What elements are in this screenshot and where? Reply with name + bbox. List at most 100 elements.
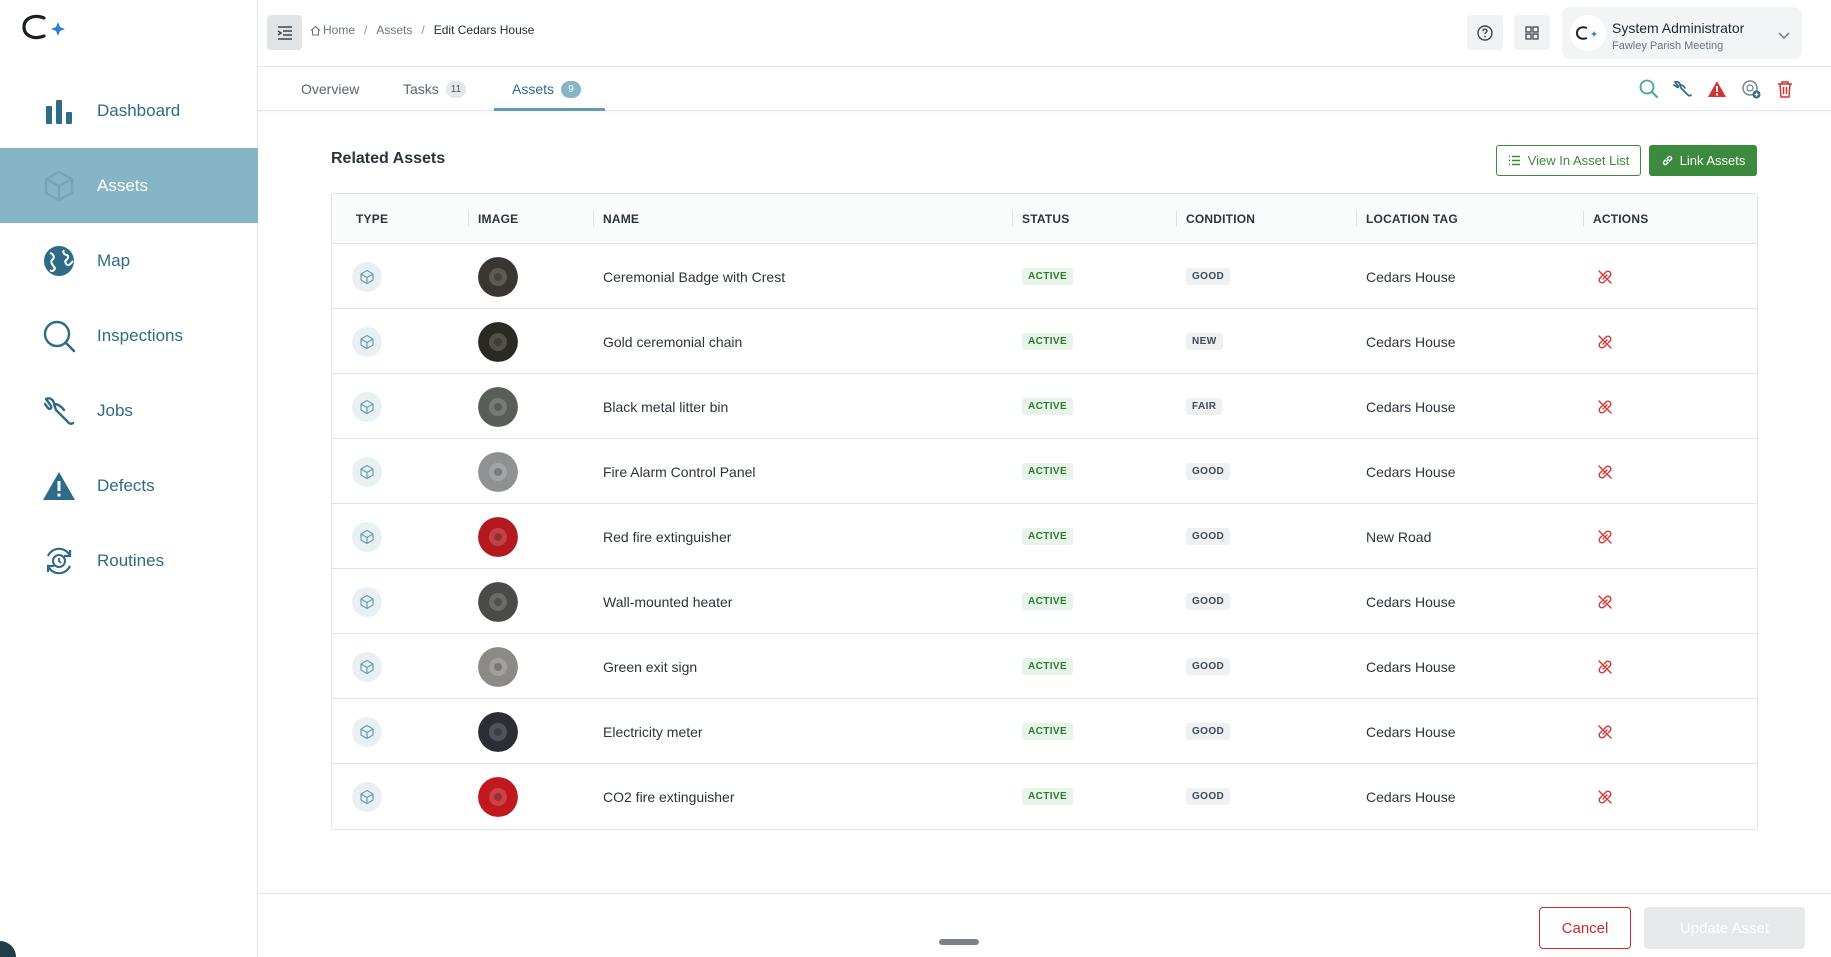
asset-name[interactable]: Electricity meter <box>603 723 703 740</box>
asset-name[interactable]: Black metal litter bin <box>603 398 729 415</box>
unlink-icon[interactable] <box>1596 333 1614 351</box>
breadcrumb-current: Edit Cedars House <box>433 23 535 37</box>
breadcrumb-home[interactable]: Home <box>323 23 356 37</box>
table-row[interactable]: Electricity meter ACTIVE GOOD Cedars House <box>332 699 1757 764</box>
app-logo[interactable] <box>20 12 72 42</box>
table-row[interactable]: Ceremonial Badge with Crest ACTIVE GOOD Ced… <box>332 244 1757 309</box>
cube-icon <box>352 521 382 552</box>
unlink-icon[interactable] <box>1596 268 1614 286</box>
breadcrumb-assets[interactable]: Assets <box>376 23 413 37</box>
asset-thumbnail[interactable] <box>478 451 518 492</box>
asset-name[interactable]: Red fire extinguisher <box>603 528 732 545</box>
sidebar-item-routines[interactable]: Routines <box>0 523 258 598</box>
jobs-icon[interactable] <box>1672 78 1693 99</box>
thumbnail-fill <box>478 646 518 687</box>
asset-name[interactable]: Green exit sign <box>603 658 698 675</box>
help-circle-icon <box>1477 24 1493 41</box>
unlink-icon[interactable] <box>1596 463 1614 481</box>
location-tag: Cedars House <box>1366 398 1456 415</box>
column-header-type: TYPE <box>356 212 389 226</box>
tab-tasks[interactable]: Tasks 11 <box>403 67 467 111</box>
unlink-icon[interactable] <box>1596 398 1614 416</box>
search-icon[interactable] <box>1638 78 1659 99</box>
condition-cell: GOOD <box>1186 764 1231 829</box>
tab-count-badge: 11 <box>445 80 467 98</box>
menu-collapse-icon <box>277 25 292 40</box>
sidebar-item-label: Routines <box>97 550 165 570</box>
jobs-icon <box>38 390 80 432</box>
location-tag: Cedars House <box>1366 333 1456 350</box>
tab-label: Overview <box>301 81 360 97</box>
routine-cycle-icon <box>38 540 80 582</box>
asset-thumbnail[interactable] <box>478 386 518 427</box>
asset-thumbnail[interactable] <box>478 711 518 752</box>
actions-cell <box>1596 699 1614 764</box>
status-badge: ACTIVE <box>1022 333 1074 350</box>
sidebar-item-label: Map <box>97 250 131 270</box>
actions-cell <box>1596 439 1614 504</box>
asset-name[interactable]: CO2 fire extinguisher <box>603 788 735 805</box>
tab-assets[interactable]: Assets 9 <box>512 67 582 111</box>
tab-label: Assets <box>512 81 555 97</box>
unlink-icon[interactable] <box>1596 658 1614 676</box>
tab-overview[interactable]: Overview <box>301 67 359 111</box>
trash-icon[interactable] <box>1774 78 1795 99</box>
asset-thumbnail[interactable] <box>478 581 518 622</box>
sidebar-item-defects[interactable]: Defects <box>0 448 258 523</box>
condition-badge: GOOD <box>1186 528 1231 545</box>
asset-thumbnail[interactable] <box>478 321 518 362</box>
location-tag: Cedars House <box>1366 463 1456 480</box>
cube-icon <box>352 716 382 747</box>
sidebar-item-assets[interactable]: Assets <box>0 148 258 223</box>
sidebar-item-dashboard[interactable]: Dashboard <box>0 73 258 148</box>
asset-name[interactable]: Fire Alarm Control Panel <box>603 463 756 480</box>
apps-grid-button[interactable] <box>1514 15 1550 50</box>
add-routine-icon[interactable] <box>1740 78 1761 99</box>
unlink-icon[interactable] <box>1596 528 1614 546</box>
image-cell <box>478 504 518 569</box>
warning-triangle-icon[interactable] <box>1706 78 1727 99</box>
status-cell: ACTIVE <box>1022 309 1074 374</box>
table-row[interactable]: Wall-mounted heater ACTIVE GOOD Cedars Hous… <box>332 569 1757 634</box>
status-cell: ACTIVE <box>1022 569 1074 634</box>
table-row[interactable]: Red fire extinguisher ACTIVE GOOD New Road <box>332 504 1757 569</box>
asset-name[interactable]: Wall-mounted heater <box>603 593 733 610</box>
actions-cell <box>1596 764 1614 829</box>
unlink-icon[interactable] <box>1596 788 1614 806</box>
link-assets-button[interactable]: Link Assets <box>1649 145 1757 176</box>
cancel-button[interactable]: Cancel <box>1539 907 1631 949</box>
asset-name[interactable]: Ceremonial Badge with Crest <box>603 268 786 285</box>
type-cell <box>352 504 382 569</box>
table-row[interactable]: Black metal litter bin ACTIVE FAIR Cedars H… <box>332 374 1757 439</box>
sidebar-nav: Dashboard Assets Map Inspections Jobs <box>0 73 258 598</box>
cube-icon <box>352 326 382 357</box>
asset-thumbnail[interactable] <box>478 646 518 687</box>
update-asset-button[interactable]: Update Asset <box>1644 907 1805 949</box>
asset-thumbnail[interactable] <box>478 516 518 557</box>
status-badge: ACTIVE <box>1022 723 1074 740</box>
unlink-icon[interactable] <box>1596 723 1614 741</box>
type-cell <box>352 764 382 829</box>
view-in-asset-list-button[interactable]: View In Asset List <box>1496 145 1641 176</box>
bar-chart-icon <box>38 90 80 132</box>
status-badge: ACTIVE <box>1022 788 1074 805</box>
sidebar-item-map[interactable]: Map <box>0 223 258 298</box>
table-row[interactable]: Gold ceremonial chain ACTIVE NEW Cedars Hou… <box>332 309 1757 374</box>
unlink-icon[interactable] <box>1596 593 1614 611</box>
sidebar-item-label: Jobs <box>97 400 133 420</box>
section-title: Related Assets <box>331 150 446 167</box>
table-row[interactable]: Fire Alarm Control Panel ACTIVE GOOD Cedars… <box>332 439 1757 504</box>
condition-cell: GOOD <box>1186 439 1231 504</box>
asset-name[interactable]: Gold ceremonial chain <box>603 333 743 350</box>
help-button[interactable] <box>1467 15 1503 50</box>
collapse-sidebar-button[interactable] <box>267 15 302 50</box>
user-menu[interactable]: System Administrator Fawley Parish Meeti… <box>1562 7 1802 59</box>
sidebar-item-inspections[interactable]: Inspections <box>0 298 258 373</box>
asset-thumbnail[interactable] <box>478 776 518 817</box>
table-row[interactable]: Green exit sign ACTIVE GOOD Cedars House <box>332 634 1757 699</box>
table-row[interactable]: CO2 fire extinguisher ACTIVE GOOD Cedars Ho… <box>332 764 1757 829</box>
drag-handle[interactable] <box>939 939 979 945</box>
table-body: Ceremonial Badge with Crest ACTIVE GOOD Ced… <box>332 244 1757 829</box>
asset-thumbnail[interactable] <box>478 256 518 297</box>
sidebar-item-jobs[interactable]: Jobs <box>0 373 258 448</box>
